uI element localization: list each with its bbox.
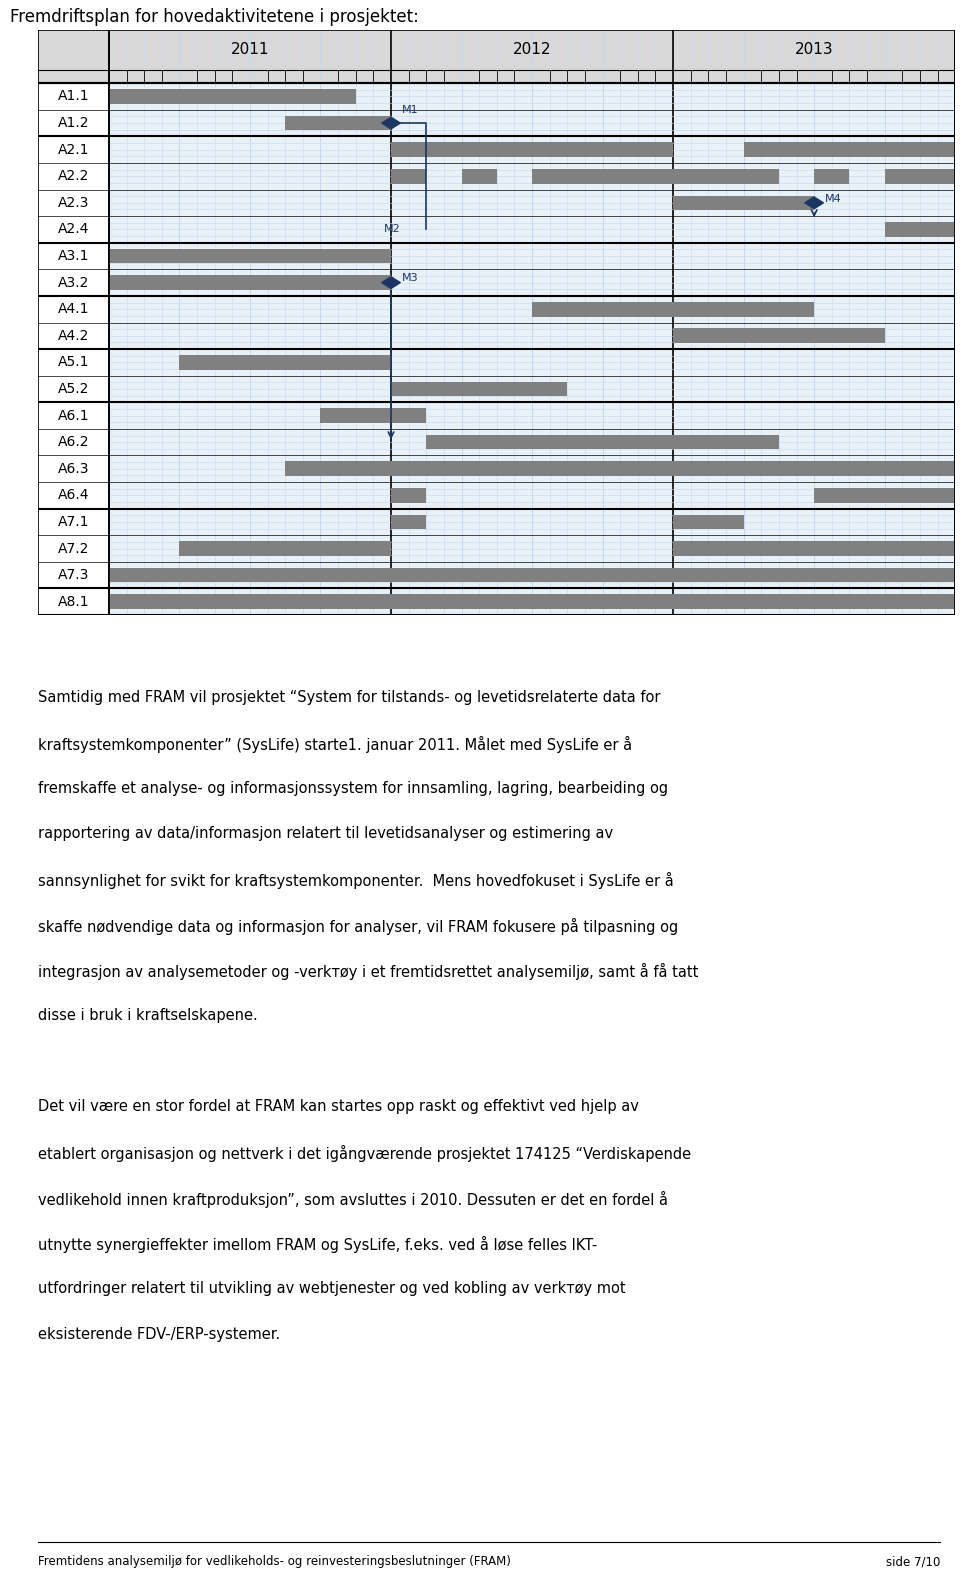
Bar	[285, 116, 391, 130]
Bar	[391, 461, 955, 475]
Text: A2.2: A2.2	[58, 170, 89, 184]
Text: A2.3: A2.3	[58, 197, 89, 209]
Text: A3.2: A3.2	[58, 276, 89, 290]
Bar	[673, 301, 814, 317]
Text: eksisterende FDV-/ERP-systemer.: eksisterende FDV-/ERP-systemer.	[38, 1327, 280, 1342]
Polygon shape	[382, 117, 400, 128]
Text: A1.1: A1.1	[58, 89, 89, 103]
Text: A2.1: A2.1	[58, 143, 89, 157]
Text: 2011: 2011	[230, 43, 269, 57]
Bar	[532, 301, 673, 317]
Text: M3: M3	[401, 273, 419, 284]
Bar	[603, 170, 673, 184]
Bar	[391, 382, 567, 396]
Text: M4: M4	[825, 193, 842, 203]
Bar	[885, 170, 955, 184]
Bar	[285, 461, 391, 475]
Text: side 7/10: side 7/10	[886, 1555, 941, 1569]
Text: A5.1: A5.1	[58, 355, 89, 369]
Text: kraftsystemkomponenter” (SysLife) starte1. januar 2011. Målet med SysLife er å: kraftsystemkomponenter” (SysLife) starte…	[38, 735, 633, 753]
Text: Fremdriftsplan for hovedaktivitetene i prosjektet:: Fremdriftsplan for hovedaktivitetene i p…	[10, 8, 419, 27]
Bar	[885, 222, 955, 236]
Bar	[321, 409, 391, 423]
Bar	[108, 89, 356, 103]
Bar	[108, 249, 391, 263]
Text: disse i bruk i kraftselskapene.: disse i bruk i kraftselskapene.	[38, 1008, 258, 1024]
Bar	[180, 540, 391, 556]
Text: A5.2: A5.2	[58, 382, 89, 396]
Bar	[391, 409, 426, 423]
Text: M1: M1	[401, 105, 419, 116]
Bar	[673, 540, 955, 556]
Bar	[673, 195, 814, 211]
Bar	[532, 170, 603, 184]
Text: A6.3: A6.3	[58, 461, 89, 475]
Bar	[673, 434, 779, 450]
Text: fremskaffe et analyse- og informasjonssystem for innsamling, lagring, bearbeidin: fremskaffe et analyse- og informasjonssy…	[38, 781, 668, 796]
Bar	[673, 515, 744, 529]
Bar	[885, 143, 955, 157]
Bar	[391, 515, 426, 529]
Text: etablert organisasjon og nettverk i det igångværende prosjektet 174125 “Verdiska: etablert organisasjon og nettverk i det …	[38, 1144, 691, 1162]
Bar	[180, 355, 391, 369]
Bar	[673, 328, 885, 342]
Text: Det vil være en stor fordel at FRAM kan startes opp raskt og effektivt ved hjelp: Det vil være en stor fordel at FRAM kan …	[38, 1100, 639, 1114]
Bar	[814, 488, 955, 502]
Polygon shape	[382, 277, 400, 288]
Text: rapportering av data/informasjon relatert til levetidsanalyser og estimering av: rapportering av data/informasjon relater…	[38, 826, 613, 842]
Text: A3.1: A3.1	[58, 249, 89, 263]
Bar	[673, 170, 744, 184]
Polygon shape	[804, 197, 824, 209]
Text: A4.1: A4.1	[58, 303, 89, 315]
Text: A6.1: A6.1	[58, 409, 89, 423]
Text: utfordringer relatert til utvikling av webtjenester og ved kobling av verkтøy mo: utfordringer relatert til utvikling av w…	[38, 1282, 626, 1297]
Bar	[391, 170, 426, 184]
Bar	[108, 567, 955, 582]
Text: 2012: 2012	[513, 43, 551, 57]
Bar	[462, 170, 497, 184]
Text: A7.2: A7.2	[58, 542, 89, 555]
Text: Fremtidens analysemiljø for vedlikeholds- og reinvesteringsbeslutninger (FRAM): Fremtidens analysemiljø for vedlikeholds…	[38, 1555, 512, 1569]
Bar	[744, 170, 779, 184]
Bar	[426, 434, 673, 450]
Text: M2: M2	[384, 223, 400, 235]
Text: A6.2: A6.2	[58, 436, 89, 449]
Text: A4.2: A4.2	[58, 328, 89, 342]
Bar	[391, 143, 673, 157]
Text: sannsynlighet for svikt for kraftsystemkomponenter.  Mens hovedfokuset i SysLife: sannsynlighet for svikt for kraftsystemk…	[38, 872, 674, 889]
Text: 2013: 2013	[795, 43, 833, 57]
Text: A6.4: A6.4	[58, 488, 89, 502]
Text: A8.1: A8.1	[58, 594, 89, 609]
Bar	[108, 276, 391, 290]
Bar	[814, 143, 885, 157]
Text: A1.2: A1.2	[58, 116, 89, 130]
Text: A7.1: A7.1	[58, 515, 89, 529]
Text: A2.4: A2.4	[58, 222, 89, 236]
Text: Samtidig med FRAM vil prosjektet “System for tilstands- og levetidsrelaterte dat: Samtidig med FRAM vil prosjektet “System…	[38, 689, 660, 705]
Text: utnytte synergieffekter imellom FRAM og SysLife, f.eks. ved å løse felles IKT-: utnytte synergieffekter imellom FRAM og …	[38, 1236, 598, 1254]
Text: skaffe nødvendige data og informasjon for analyser, vil FRAM fokusere på tilpasn: skaffe nødvendige data og informasjon fo…	[38, 918, 679, 935]
Bar	[744, 143, 814, 157]
Text: A7.3: A7.3	[58, 567, 89, 582]
Bar	[814, 170, 850, 184]
Text: integrasjon av analysemetoder og -verkтøy i et fremtidsrettet analysemiljø, samt: integrasjon av analysemetoder og -verkтø…	[38, 964, 699, 980]
Bar	[391, 488, 426, 502]
Bar	[38, 30, 955, 82]
Bar	[108, 594, 955, 609]
Text: vedlikehold innen kraftproduksjon”, som avsluttes i 2010. Dessuten er det en for: vedlikehold innen kraftproduksjon”, som …	[38, 1190, 668, 1208]
